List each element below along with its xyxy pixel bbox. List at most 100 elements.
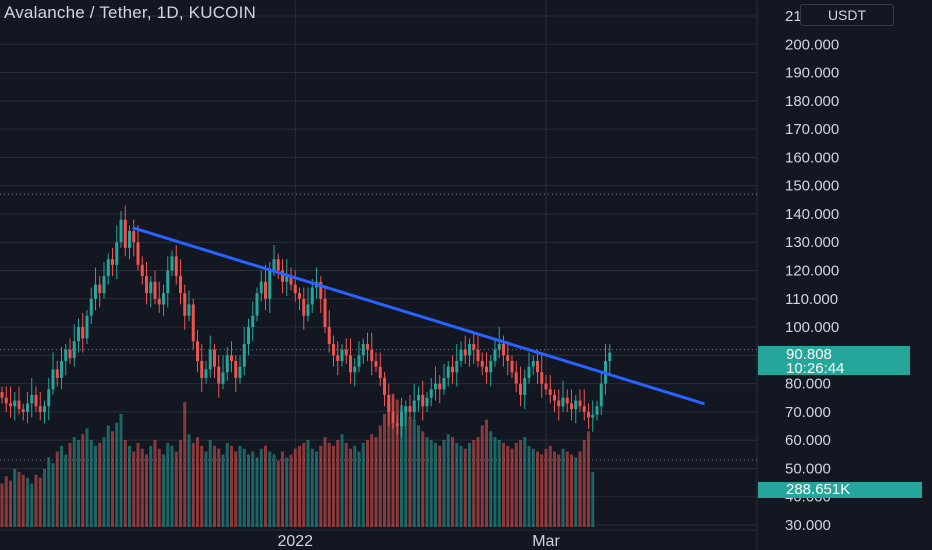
candle-body — [166, 270, 170, 294]
volume-bar — [157, 448, 161, 527]
volume-bar — [123, 440, 127, 527]
volume-bar — [446, 434, 450, 527]
volume-bar — [370, 434, 374, 527]
candle-body — [174, 256, 178, 277]
y-tick-label: 190.000 — [785, 65, 839, 82]
candle-body — [595, 406, 599, 415]
volume-bar — [128, 445, 131, 527]
volume-bar — [387, 402, 391, 527]
candle-body — [170, 256, 174, 271]
y-tick-label: 70.000 — [785, 404, 831, 421]
candle-body — [230, 355, 233, 361]
candle-body — [153, 281, 157, 299]
volume-bar — [374, 437, 378, 527]
candlesticks — [0, 205, 612, 438]
volume-bar — [412, 419, 416, 527]
volume-bar — [94, 445, 97, 527]
candle-body — [4, 397, 8, 404]
candle-body — [429, 389, 433, 398]
candle-body — [306, 304, 310, 316]
candle-body — [268, 270, 272, 299]
volume-bar — [276, 460, 280, 527]
candle-body — [366, 344, 369, 350]
candle-body — [293, 284, 297, 294]
candle-body — [327, 327, 331, 345]
volume-bar — [153, 440, 157, 527]
candle-body — [30, 394, 34, 404]
last-price: 90.808 — [786, 346, 832, 363]
volume-bar — [442, 440, 446, 527]
volume-bar — [132, 451, 136, 527]
candle-body — [85, 315, 89, 339]
candle-body — [51, 369, 55, 390]
candle-body — [13, 400, 17, 407]
candle-body — [514, 372, 518, 384]
volume-bar — [544, 448, 548, 527]
candle-body — [485, 366, 488, 373]
volume-bar — [38, 477, 42, 527]
bar-countdown: 10:26:44 — [786, 360, 845, 377]
volume-bar — [404, 411, 408, 527]
candle-body — [417, 394, 420, 401]
volume-bar — [485, 419, 488, 527]
volume-bar — [77, 440, 80, 527]
last-price-tag: 90.808 10:26:44 — [758, 346, 910, 377]
volume-bar — [340, 434, 344, 527]
candle-body — [123, 219, 127, 248]
volume-bar — [264, 445, 267, 527]
candle-body — [115, 242, 119, 265]
chart-title: Avalanche / Tether, 1D, KUCOIN — [4, 3, 256, 22]
candle-body — [336, 355, 340, 361]
volume-bar — [327, 442, 331, 527]
volume-bar — [272, 454, 276, 527]
volume-bar — [208, 440, 212, 527]
candle-body — [191, 304, 195, 342]
candle-body — [217, 366, 221, 384]
volume-bar — [523, 437, 527, 527]
y-tick-label: 50.000 — [785, 460, 831, 477]
volume-bar — [149, 445, 153, 527]
volume-bar — [255, 457, 259, 527]
volume-bar — [310, 448, 314, 527]
candle-body — [187, 304, 191, 316]
volume-bar — [298, 445, 301, 527]
volume-bar — [553, 451, 556, 527]
trendline[interactable] — [132, 226, 705, 405]
volume-bar — [247, 454, 250, 527]
candle-body — [391, 411, 395, 424]
volume-bar — [85, 428, 89, 527]
volume-bar — [64, 454, 68, 527]
candle-body — [106, 259, 110, 277]
y-tick-label: 200.000 — [785, 36, 839, 53]
volume-bar — [395, 399, 399, 527]
x-axis[interactable]: 2022 Mar — [277, 533, 560, 550]
candle-body — [140, 264, 144, 277]
candle-body — [251, 315, 255, 328]
candle-body — [425, 397, 429, 407]
volume-bar — [200, 445, 204, 527]
volume-bar — [451, 437, 454, 527]
candle-body — [574, 400, 578, 410]
y-tick-label: 30.000 — [785, 517, 831, 534]
volume-bar — [115, 422, 119, 527]
volume-bar — [429, 440, 433, 527]
volume-bar — [81, 434, 85, 527]
volume-bar — [400, 405, 403, 527]
currency-badge[interactable]: USDT — [800, 4, 894, 26]
candle-body — [281, 270, 284, 282]
volume-bar — [221, 454, 225, 527]
volume-bar — [170, 445, 174, 527]
y-axis[interactable]: 30.00040.00050.00060.00070.00080.00090.0… — [785, 8, 839, 534]
candle-body — [302, 298, 306, 316]
candle-body — [387, 394, 391, 412]
y-tick-label: 130.000 — [785, 234, 839, 251]
candle-body — [582, 406, 586, 412]
candle-body — [208, 349, 212, 370]
candle-body — [89, 298, 93, 316]
volume-bar — [349, 448, 352, 527]
volume-bar — [361, 442, 365, 527]
y-tick-label: 140.000 — [785, 206, 839, 223]
volume-bar — [102, 437, 106, 527]
candle-body — [213, 349, 216, 367]
